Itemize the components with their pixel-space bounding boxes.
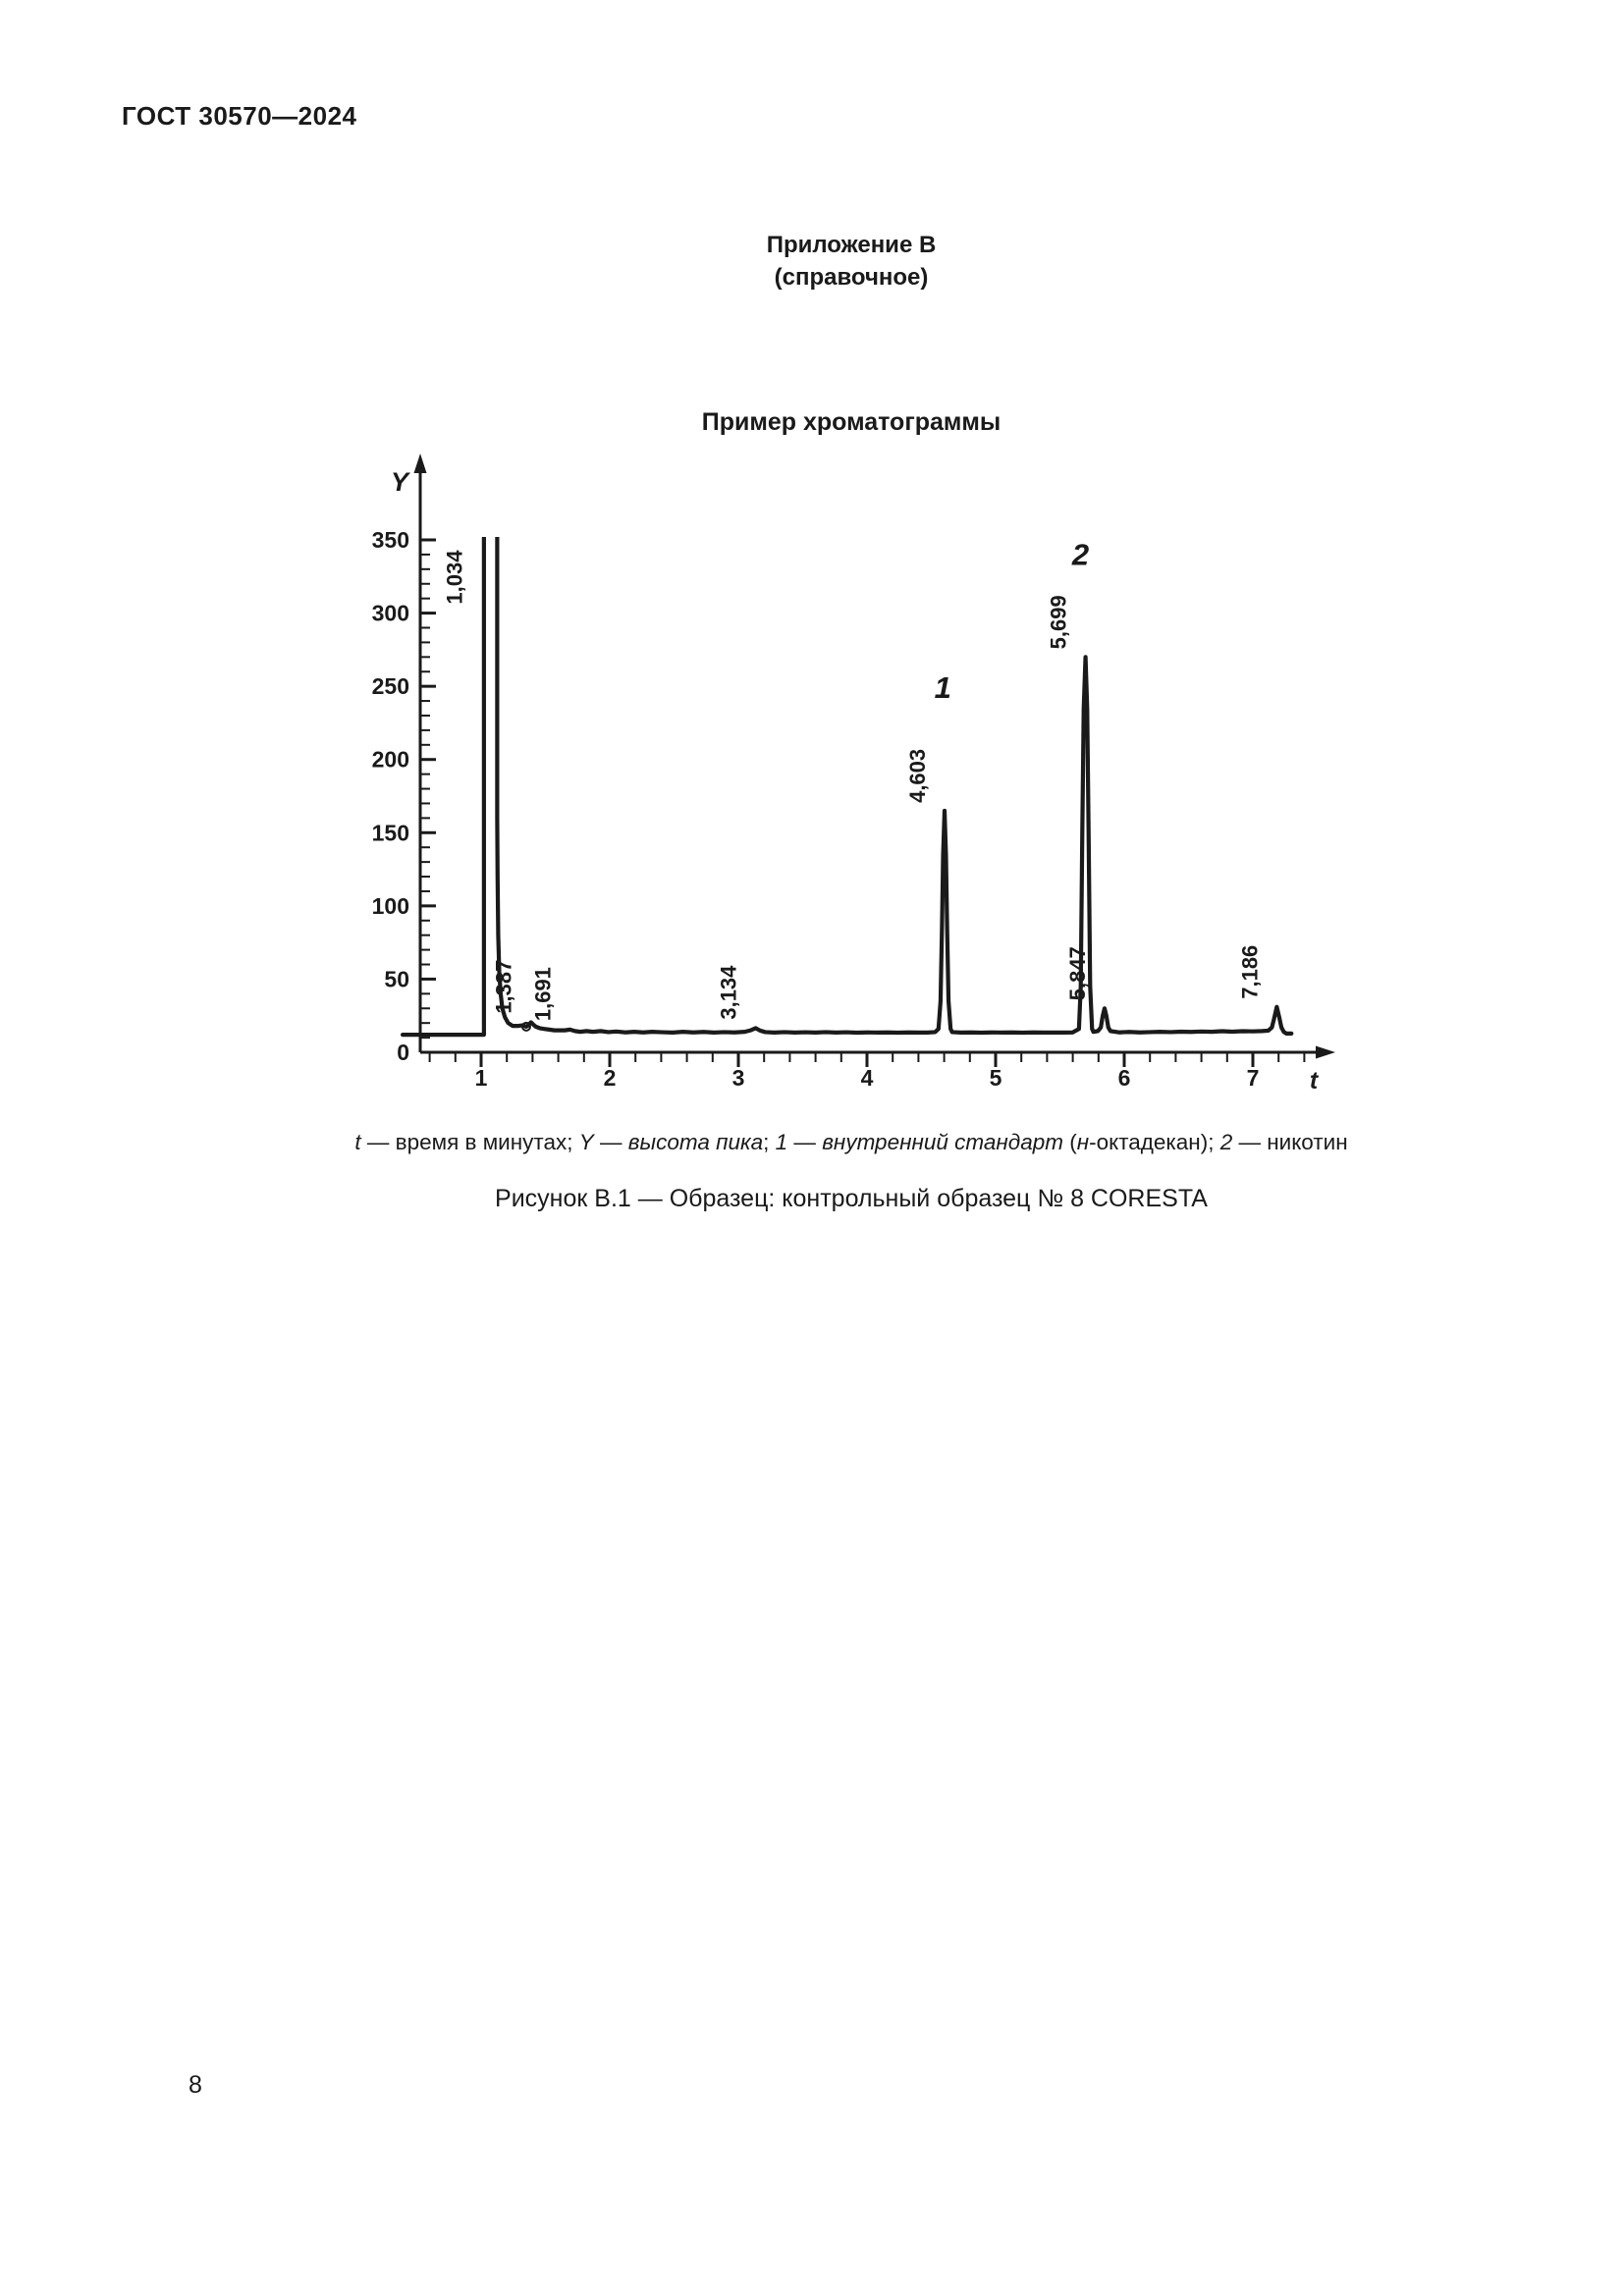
peak-number-annotation: 2 <box>1071 537 1089 571</box>
appendix-subtitle: (справочное) <box>774 264 929 291</box>
y-axis-label: Y <box>391 467 411 497</box>
x-tick-label: 1 <box>475 1065 488 1091</box>
x-tick-label: 5 <box>990 1065 1002 1091</box>
legend-part: 1 <box>775 1130 788 1154</box>
y-axis-arrow <box>413 454 427 473</box>
x-tick-label: 2 <box>604 1065 617 1091</box>
x-tick-label: 7 <box>1247 1065 1260 1091</box>
legend-part: 2 <box>1219 1130 1233 1154</box>
peak-rt-label: 1,691 <box>531 967 556 1021</box>
y-tick-label: 200 <box>372 747 409 773</box>
x-tick-label: 6 <box>1118 1065 1131 1091</box>
peak-number-annotation: 1 <box>935 670 951 705</box>
peak-rt-label: 5,699 <box>1047 595 1071 649</box>
legend-part: внутренний стандарт <box>822 1130 1063 1154</box>
valley-marker <box>520 1021 531 1032</box>
legend-part: — <box>593 1130 628 1154</box>
y-tick-label: 50 <box>384 966 409 991</box>
appendix-title: Приложение В <box>766 232 937 258</box>
y-tick-label: 100 <box>372 893 409 919</box>
legend-part: -октадекан); <box>1089 1130 1220 1154</box>
figure-caption: Рисунок В.1 — Образец: контрольный образ… <box>495 1185 1208 1212</box>
chart-title: Пример хроматограммы <box>701 408 1001 436</box>
document-number: ГОСТ 30570—2024 <box>122 101 357 131</box>
peak-rt-label: 3,134 <box>717 965 741 1020</box>
x-axis-label: t <box>1310 1067 1320 1095</box>
y-tick-label: 150 <box>372 820 409 845</box>
peak-rt-label: 7,186 <box>1237 945 1262 999</box>
x-tick-label: 3 <box>732 1065 745 1091</box>
peak-rt-label: 4,603 <box>905 749 930 803</box>
y-tick-label: 0 <box>397 1040 409 1065</box>
peak-rt-label: 1,387 <box>492 960 516 1014</box>
y-tick-label: 300 <box>372 601 409 626</box>
x-tick-label: 4 <box>861 1065 874 1091</box>
x-axis-arrow <box>1316 1045 1335 1059</box>
legend-part: высота пика <box>627 1130 764 1154</box>
legend-part: н <box>1076 1130 1090 1154</box>
legend-part: — <box>787 1130 823 1154</box>
chromatogram-chart: 1 2 3 4 5 6 7 0 50 100 150 200 250 300 350 Yt 1,034 1,387… <box>372 454 1335 1095</box>
y-tick-label: 250 <box>372 673 409 699</box>
chromatogram-trace <box>400 537 1294 1038</box>
page-number: 8 <box>189 2071 202 2099</box>
legend-part: Y <box>578 1130 594 1154</box>
y-tick-label: 350 <box>372 527 409 553</box>
peak-rt-label: 1,034 <box>442 550 466 605</box>
legend-part: — никотин <box>1232 1130 1348 1154</box>
figure-legend: t — время в минутах; Y — высота пика; 1 … <box>79 1130 1624 1155</box>
legend-part: ; <box>763 1130 776 1154</box>
peak-rt-label: 5,847 <box>1065 946 1090 1000</box>
legend-part: ( <box>1062 1130 1077 1154</box>
legend-part: t <box>354 1130 361 1154</box>
legend-part: — время в минутах; <box>360 1130 579 1154</box>
